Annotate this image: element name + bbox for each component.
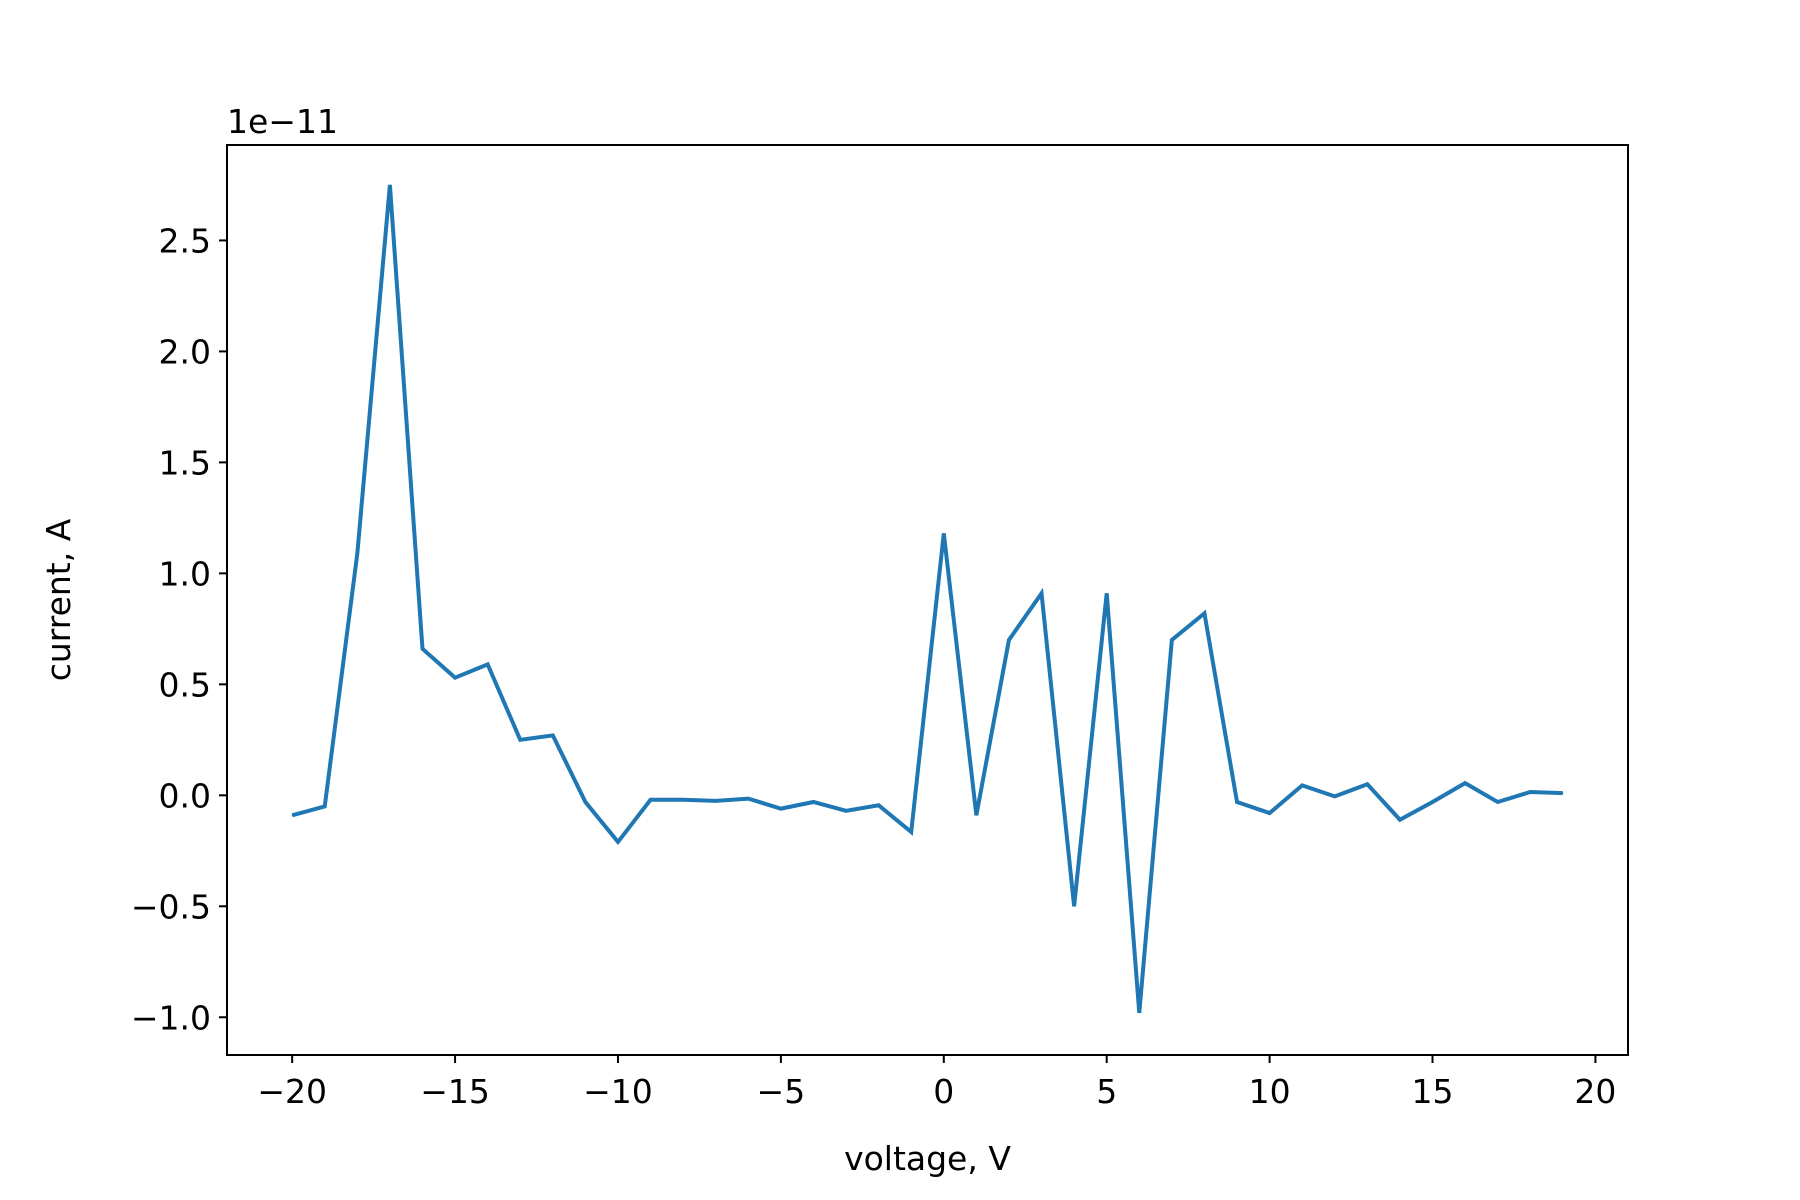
data-point xyxy=(1106,592,1108,594)
data-point xyxy=(1497,801,1499,803)
data-point xyxy=(845,810,847,812)
data-point xyxy=(617,841,619,843)
data-point xyxy=(291,814,293,816)
y-axis-offset-label: 1e−11 xyxy=(227,102,338,141)
data-point xyxy=(1236,801,1238,803)
x-tick-label: −20 xyxy=(257,1072,327,1111)
data-point xyxy=(1269,812,1271,814)
y-tick-label: 2.0 xyxy=(159,332,211,371)
data-point xyxy=(1399,819,1401,821)
x-tick-label: 15 xyxy=(1412,1072,1454,1111)
x-tick-label: 0 xyxy=(933,1072,954,1111)
data-point xyxy=(975,814,977,816)
data-point xyxy=(389,184,391,186)
data-point xyxy=(1138,1012,1140,1014)
x-axis-ticks: −20 −15 −10 −5 0 5 10 15 20 xyxy=(257,1055,1616,1111)
y-tick-label: 1.5 xyxy=(159,443,211,482)
y-axis-label: current, A xyxy=(39,518,78,681)
x-axis-label: voltage, V xyxy=(844,1139,1011,1178)
data-point xyxy=(1171,639,1173,641)
data-point xyxy=(1008,639,1010,641)
x-tick-label: −5 xyxy=(757,1072,806,1111)
data-point xyxy=(552,734,554,736)
data-point xyxy=(1041,592,1043,594)
data-point xyxy=(324,805,326,807)
y-tick-label: 0.0 xyxy=(159,776,211,815)
y-tick-label: −0.5 xyxy=(131,887,211,926)
data-point xyxy=(747,798,749,800)
data-point xyxy=(682,799,684,801)
data-point xyxy=(1203,612,1205,614)
data-point xyxy=(1464,782,1466,784)
data-point xyxy=(878,804,880,806)
data-point xyxy=(650,799,652,801)
y-tick-label: 0.5 xyxy=(159,665,211,704)
data-point xyxy=(715,800,717,802)
data-point xyxy=(421,648,423,650)
x-tick-label: 10 xyxy=(1249,1072,1291,1111)
series-layer xyxy=(291,184,1564,1014)
y-axis-ticks: −1.0 −0.5 0.0 0.5 1.0 1.5 2.0 2.5 xyxy=(131,221,227,1037)
data-point xyxy=(1432,801,1434,803)
data-point xyxy=(780,808,782,810)
y-tick-label: −1.0 xyxy=(131,998,211,1037)
data-point xyxy=(519,739,521,741)
x-tick-label: −15 xyxy=(420,1072,490,1111)
data-point xyxy=(943,532,945,534)
axes-frame xyxy=(226,144,1629,1056)
data-point xyxy=(356,552,358,554)
data-point xyxy=(1301,784,1303,786)
y-tick-label: 1.0 xyxy=(159,554,211,593)
data-point xyxy=(812,801,814,803)
data-point xyxy=(584,801,586,803)
y-tick-label: 2.5 xyxy=(159,221,211,260)
data-point xyxy=(1073,905,1075,907)
x-tick-label: 20 xyxy=(1574,1072,1616,1111)
data-point xyxy=(1562,792,1564,794)
data-point xyxy=(487,663,489,665)
data-point xyxy=(1366,783,1368,785)
x-tick-label: 5 xyxy=(1096,1072,1117,1111)
data-point xyxy=(1529,791,1531,793)
data-point xyxy=(910,831,912,833)
data-point xyxy=(1334,795,1336,797)
data-point xyxy=(454,677,456,679)
series-line xyxy=(291,184,1563,1014)
x-tick-label: −10 xyxy=(583,1072,653,1111)
